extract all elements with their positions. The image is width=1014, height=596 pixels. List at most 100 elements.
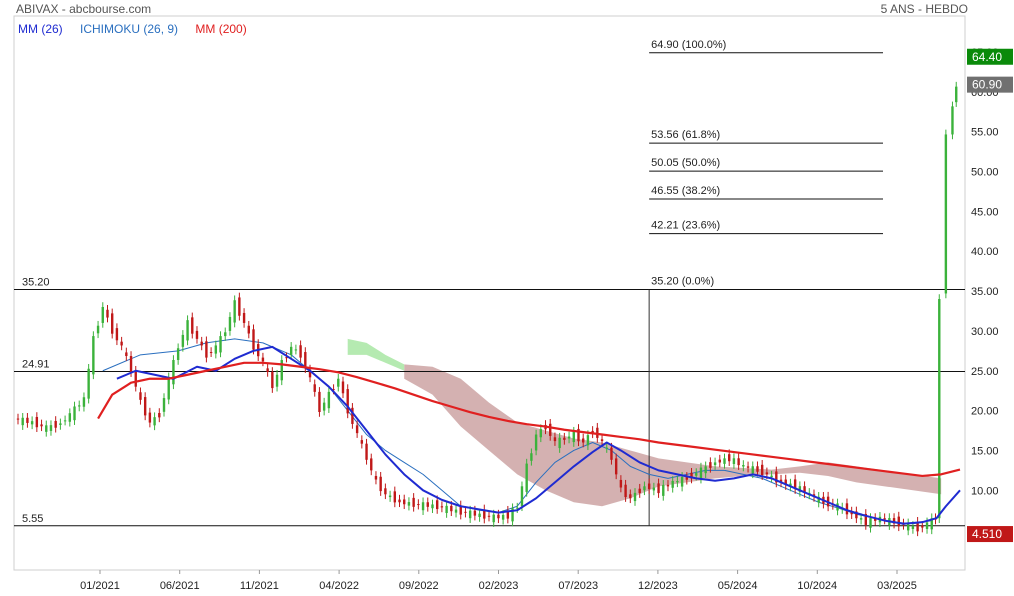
- candle-body: [92, 336, 95, 375]
- y-tick-label: 15.00: [971, 445, 999, 457]
- price-badge-label: 64.40: [972, 50, 1002, 64]
- candle-body: [643, 486, 646, 491]
- candle-body: [501, 514, 505, 520]
- mm200-line: [97, 361, 961, 478]
- y-tick-label: 45.00: [971, 206, 999, 218]
- candle-body: [817, 496, 820, 503]
- candle-body: [125, 352, 128, 357]
- plot-frame: [13, 15, 966, 571]
- candle-body: [313, 384, 316, 392]
- candle-body: [746, 466, 750, 468]
- candle-body: [242, 312, 246, 323]
- candle-body: [629, 494, 632, 499]
- candle-body: [690, 472, 693, 479]
- candle-body: [327, 391, 331, 409]
- candle-body: [859, 518, 863, 520]
- x-tick-label: 02/2023: [479, 580, 519, 592]
- candle-body: [798, 486, 802, 492]
- candle-body: [398, 499, 401, 503]
- candle-body: [271, 371, 274, 389]
- candle-body: [384, 488, 387, 495]
- candle-body: [45, 425, 48, 432]
- candle-body: [845, 503, 849, 515]
- period-label[interactable]: 5 ANS - HEBDO: [880, 2, 968, 16]
- candle-body: [280, 359, 283, 381]
- fibonacci-level-label: 64.90 (100.0%): [651, 39, 726, 51]
- candle-body: [751, 466, 754, 474]
- candle-body: [464, 511, 467, 513]
- candle-body: [906, 523, 910, 531]
- horizontal-level-label: 5.55: [22, 513, 43, 525]
- candle-body: [770, 475, 773, 478]
- candle-body: [553, 437, 557, 442]
- candle-body: [600, 439, 604, 442]
- candle-body: [492, 514, 495, 523]
- y-tick-label: 50.00: [971, 167, 999, 179]
- candle-body: [440, 506, 444, 508]
- candle-body: [59, 423, 62, 425]
- candle-body: [605, 447, 608, 449]
- candle-body: [435, 500, 439, 510]
- candle-body: [421, 502, 425, 511]
- candle-body: [709, 462, 712, 468]
- candle-body: [162, 398, 166, 412]
- fibonacci-level-label: 42.21 (23.6%): [651, 220, 720, 232]
- candle-body: [209, 352, 213, 354]
- candle-body: [883, 518, 886, 520]
- candle-body: [671, 480, 674, 488]
- candle-body: [374, 475, 378, 480]
- candle-body: [351, 407, 354, 424]
- price-badge: [967, 526, 1013, 543]
- candle-body: [577, 428, 580, 442]
- candle-body: [955, 86, 958, 103]
- candle-body: [261, 357, 265, 362]
- horizontal-level-label: 24.91: [22, 358, 50, 370]
- candle-body: [87, 368, 90, 399]
- candle-body: [337, 378, 340, 387]
- indicator-legend: MM (26) ICHIMOKU (26, 9) MM (200): [18, 22, 261, 36]
- candle-body: [666, 484, 670, 487]
- candle-body: [558, 437, 561, 449]
- candle-body: [779, 479, 783, 483]
- candle-body: [30, 421, 34, 425]
- candle-body: [897, 516, 900, 527]
- x-tick-label: 04/2022: [319, 580, 359, 592]
- candle-body: [35, 416, 39, 428]
- legend-mm200[interactable]: MM (200): [195, 22, 247, 36]
- candle-body: [473, 510, 477, 516]
- candle-body: [228, 316, 232, 331]
- x-tick-label: 07/2023: [558, 580, 598, 592]
- candle-body: [247, 325, 250, 334]
- candle-body: [938, 299, 941, 519]
- candle-body: [143, 397, 147, 416]
- candle-body: [238, 297, 241, 316]
- candle-body: [412, 497, 415, 507]
- candle-body: [530, 453, 533, 461]
- x-tick-label: 10/2024: [797, 580, 837, 592]
- y-tick-label: 20.00: [971, 406, 999, 418]
- candle-body: [289, 346, 293, 355]
- candle-body: [869, 518, 872, 528]
- candle-body: [685, 476, 689, 480]
- candle-body: [49, 425, 53, 431]
- candle-body: [426, 502, 429, 507]
- legend-ichimoku[interactable]: ICHIMOKU (26, 9): [80, 22, 179, 36]
- y-tick-label: 40.00: [971, 246, 999, 258]
- candle-body: [921, 525, 924, 528]
- candle-body: [148, 412, 152, 423]
- candle-body: [417, 504, 420, 506]
- candle-body: [304, 352, 307, 369]
- candle-body: [106, 309, 109, 318]
- legend-mm26[interactable]: MM (26): [18, 22, 63, 36]
- candle-body: [775, 471, 778, 483]
- candle-body: [925, 522, 929, 529]
- candle-body: [756, 466, 759, 472]
- candle-body: [346, 389, 349, 414]
- x-tick-label: 09/2022: [399, 580, 439, 592]
- candle-body: [318, 391, 321, 413]
- candle-body: [96, 325, 100, 334]
- candle-body: [181, 334, 185, 347]
- x-tick-label: 12/2023: [638, 580, 678, 592]
- candle-body: [652, 487, 656, 491]
